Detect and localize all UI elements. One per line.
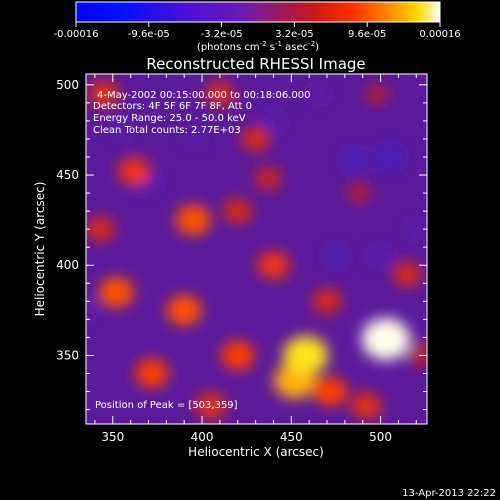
heatmap-image bbox=[86, 74, 427, 424]
heatmap-feature bbox=[257, 251, 290, 280]
info-detectors: Detectors: 4F 5F 6F 7F 8F, Att 0 bbox=[93, 101, 252, 112]
heatmap-feature bbox=[405, 219, 427, 239]
heatmap-feature bbox=[86, 301, 97, 320]
plot-frame bbox=[85, 73, 428, 425]
heatmap-feature bbox=[205, 81, 235, 107]
heatmap-feature bbox=[241, 126, 271, 152]
info-time-range: 4-May-2002 00:15:00.000 to 00:18:06.000 bbox=[97, 90, 310, 101]
heatmap-feature bbox=[98, 276, 135, 308]
heatmap-feature bbox=[283, 335, 329, 376]
info-clean-counts: Clean Total counts: 2.77E+03 bbox=[93, 125, 241, 136]
heatmap-feature bbox=[313, 376, 348, 407]
colorbar-tick-label: -0.00016 bbox=[54, 29, 99, 40]
x-tick-label: 400 bbox=[191, 430, 214, 444]
heatmap-feature bbox=[86, 216, 115, 242]
colorbar-tick-label: -3.2e-05 bbox=[201, 29, 243, 40]
x-tick-label: 450 bbox=[280, 430, 303, 444]
heatmap-feature bbox=[351, 392, 382, 420]
heatmap-feature bbox=[312, 288, 342, 314]
peak-position-label: Position of Peak = [503,359] bbox=[95, 400, 238, 411]
observation-info: 4-May-2002 00:15:00.000 to 00:18:06.000 … bbox=[93, 90, 310, 136]
colorbar-tick-label: 3.2e-05 bbox=[275, 29, 313, 40]
heatmap-feature bbox=[347, 182, 372, 204]
y-tick-label: 500 bbox=[56, 78, 79, 92]
x-axis-tick-labels: 350 400 450 500 bbox=[101, 430, 392, 444]
colorbar-tick-label: 9.6e-05 bbox=[348, 29, 386, 40]
x-tick-label: 500 bbox=[369, 430, 392, 444]
y-tick-label: 400 bbox=[56, 258, 79, 272]
colorbar-gradient bbox=[75, 1, 441, 23]
x-tick-label: 350 bbox=[101, 430, 124, 444]
footer-timestamp: 13-Apr-2013 22:22 bbox=[402, 488, 496, 499]
y-axis-tick-labels: 350 400 450 500 bbox=[56, 78, 79, 363]
heatmap-feature bbox=[361, 318, 411, 361]
heatmap-feature bbox=[118, 157, 151, 186]
chart-title: Reconstructed RHESSI Image bbox=[146, 55, 365, 73]
colorbar-tick-label: 0.00016 bbox=[419, 29, 460, 40]
y-axis-label: Heliocentric Y (arcsec) bbox=[33, 182, 47, 317]
info-energy-range: Energy Range: 25.0 - 50.0 keV bbox=[93, 113, 246, 124]
axis-ticks bbox=[86, 74, 427, 424]
heatmap-feature bbox=[195, 392, 227, 420]
x-axis-label: Heliocentric X (arcsec) bbox=[188, 445, 324, 459]
heatmap-feature bbox=[261, 110, 286, 132]
heatmap-feature bbox=[175, 204, 211, 236]
heatmap-feature bbox=[110, 120, 133, 140]
heatmap-feature bbox=[368, 245, 393, 267]
y-tick-label: 450 bbox=[56, 168, 79, 182]
heatmap-feature bbox=[408, 344, 427, 367]
colorbar: -0.00016 -9.6e-05 -3.2e-05 3.2e-05 9.6e-05 0.… bbox=[54, 1, 461, 53]
heatmap-feature bbox=[223, 198, 253, 224]
heatmap-feature bbox=[88, 80, 120, 108]
colorbar-unit: (photons cm-2 s-1 asec-2) bbox=[197, 40, 319, 53]
heatmap-feature bbox=[340, 148, 368, 173]
heatmap-feature bbox=[392, 261, 422, 287]
heatmap-feature bbox=[307, 84, 329, 103]
colorbar-tick-label: -9.6e-05 bbox=[128, 29, 170, 40]
heatmap-feature bbox=[254, 166, 282, 191]
heatmap-feature bbox=[364, 83, 390, 105]
heatmap-feature bbox=[323, 245, 349, 268]
heatmap-feature bbox=[220, 340, 255, 371]
heatmap-feature bbox=[375, 144, 404, 170]
heatmap-feature bbox=[166, 294, 202, 326]
colorbar-ticks: -0.00016 -9.6e-05 -3.2e-05 3.2e-05 9.6e-05 0.… bbox=[54, 22, 461, 40]
heatmap-feature bbox=[135, 358, 169, 389]
y-tick-label: 350 bbox=[56, 348, 79, 362]
heatmap-feature bbox=[181, 129, 205, 149]
